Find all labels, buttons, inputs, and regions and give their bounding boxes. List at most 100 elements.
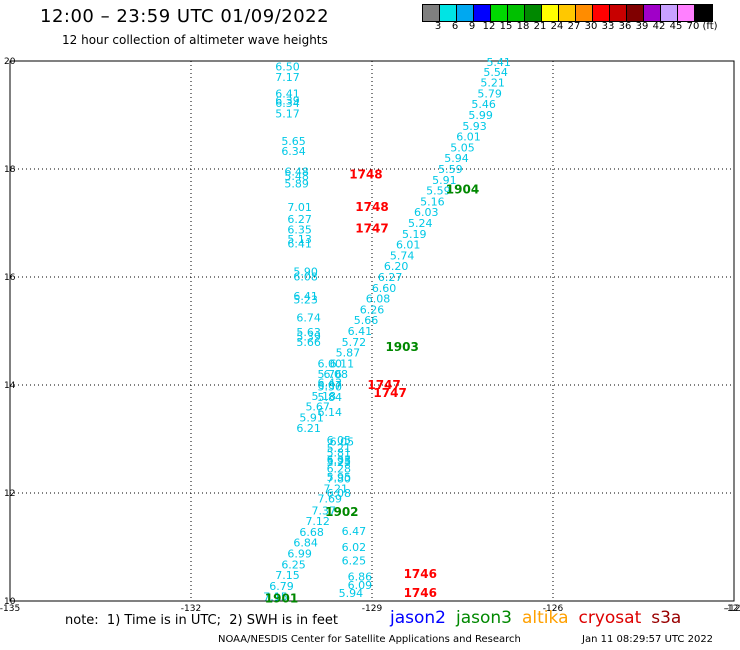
x-tick-label: -120 (726, 604, 740, 614)
scale-label: 42 (652, 21, 666, 32)
swh-label: 5.41 (486, 56, 511, 69)
swh-label: 5.76 (318, 368, 343, 381)
swh-label: 5.93 (462, 120, 487, 133)
chart-title: 12:00 – 23:59 UTC 01/09/2022 (40, 6, 330, 27)
scale-label: (ft) (702, 21, 718, 32)
swh-label: 6.01 (396, 239, 421, 252)
swh-label: 6.00 (318, 357, 343, 370)
units-note: note: 1) Time is in UTC; 2) SWH is in fe… (65, 613, 338, 628)
swh-label: 5.13 (287, 233, 312, 246)
swh-label: 5.17 (275, 107, 300, 120)
y-tick-label: 20 (4, 57, 16, 67)
scale-swatch (474, 5, 491, 21)
swh-label: 7.17 (275, 71, 300, 84)
swh-label: 6.08 (327, 487, 352, 500)
swh-label: 5.19 (402, 228, 427, 241)
swh-label: 6.35 (287, 223, 312, 236)
swh-label: 5.93 (327, 455, 352, 468)
swh-label: 6.11 (330, 357, 355, 370)
legend-entry: jason3 (456, 608, 512, 628)
time-label: 1747 (367, 378, 400, 392)
swh-label: 5.39 (296, 330, 321, 343)
scale-swatch (678, 5, 695, 21)
swh-label: 5.63 (296, 326, 321, 339)
swh-label: 6.68 (299, 526, 324, 539)
scale-swatch (593, 5, 610, 21)
swh-label: 5.23 (293, 294, 318, 307)
swh-label: 5.59 (426, 185, 451, 198)
scale-label: 70 (686, 21, 700, 32)
swh-label: 7.01 (287, 201, 312, 214)
scale-label: 15 (499, 21, 513, 32)
swh-label: 6.14 (318, 406, 343, 419)
time-label: 1901 (265, 591, 298, 605)
swh-label: 5.16 (420, 195, 445, 208)
swh-label: 6.41 (348, 325, 373, 338)
swh-label: 6.41 (275, 87, 300, 100)
swh-label: 6.08 (366, 293, 391, 306)
time-label: 1748 (349, 167, 382, 181)
swh-label: 7.15 (275, 569, 300, 582)
satellite-legend: jason2 jason3 altika cryosat s3a (390, 608, 691, 628)
y-tick-label: 18 (4, 165, 16, 175)
swh-label: 6.02 (342, 541, 367, 554)
swh-label: 5.66 (354, 314, 379, 327)
swh-label: 5.72 (342, 336, 367, 349)
x-tick-label: -135 (0, 604, 20, 614)
swh-label: 5.95 (327, 471, 352, 484)
x-tick-label: -132 (181, 604, 201, 614)
scale-swatch (576, 5, 593, 21)
scale-label: 3 (434, 21, 442, 32)
swh-label: 6.60 (372, 282, 397, 295)
swh-label: 5.24 (408, 217, 433, 230)
swh-label: 5.91 (432, 174, 457, 187)
scale-label: 6 (451, 21, 459, 32)
swh-label: 6.84 (293, 537, 318, 550)
swh-label: 6.43 (318, 376, 343, 389)
scale-swatch (457, 5, 474, 21)
scale-swatch (440, 5, 457, 21)
scale-label: 45 (669, 21, 683, 32)
swh-label: 5.59 (438, 163, 463, 176)
legend-entry: cryosat (578, 608, 642, 628)
swh-label: 7.37 (311, 504, 336, 517)
swh-label: 5.48 (284, 170, 309, 183)
legend-entry: s3a (651, 608, 682, 628)
swh-label: 6.01 (456, 131, 481, 144)
scale-swatch (423, 5, 440, 21)
swh-label: 6.20 (384, 260, 409, 273)
swh-label: 5.81 (327, 447, 352, 460)
scale-label: 12 (482, 21, 496, 32)
swh-label: 5.94 (444, 152, 469, 165)
swh-label: 6.50 (275, 60, 300, 73)
y-tick-label: 14 (4, 381, 16, 391)
scale-swatch (661, 5, 678, 21)
swh-label: 5.54 (483, 66, 508, 79)
swh-label: 6.99 (287, 547, 312, 560)
time-label: 1902 (325, 505, 358, 519)
swh-label: 6.74 (296, 312, 321, 325)
swh-label: 5.90 (293, 266, 318, 279)
swh-label: 6.07 (318, 379, 343, 392)
generated-timestamp: Jan 11 08:29:57 UTC 2022 (582, 634, 714, 645)
swh-label: 5.05 (450, 141, 475, 154)
swh-label: 5.87 (336, 347, 361, 360)
swh-label: 6.34 (275, 97, 300, 110)
swh-label: 7.15 (263, 591, 288, 604)
scale-swatch (491, 5, 508, 21)
swh-label: 6.25 (342, 555, 367, 568)
swh-label: 6.08 (293, 270, 318, 283)
time-label: 1747 (373, 386, 406, 400)
swh-label: 6.79 (269, 580, 294, 593)
swh-label: 7.69 (318, 492, 343, 505)
swh-label: 5.46 (471, 98, 496, 111)
scale-label: 36 (618, 21, 632, 32)
swh-label: 6.86 (348, 571, 373, 584)
scale-swatch (542, 5, 559, 21)
color-scale-bar (422, 4, 713, 22)
scale-swatch (644, 5, 661, 21)
scale-label: 30 (584, 21, 598, 32)
swh-label: 5.21 (480, 77, 505, 90)
swh-label: 6.41 (287, 238, 312, 251)
